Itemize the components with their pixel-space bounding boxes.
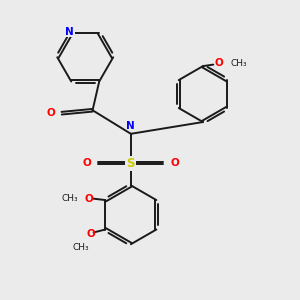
Text: CH₃: CH₃: [62, 194, 78, 203]
Text: O: O: [86, 229, 95, 239]
Text: S: S: [127, 157, 135, 170]
Text: O: O: [46, 108, 55, 118]
Text: O: O: [170, 158, 179, 168]
Text: O: O: [83, 158, 92, 168]
Text: CH₃: CH₃: [230, 58, 247, 68]
Text: CH₃: CH₃: [72, 243, 88, 252]
Text: O: O: [215, 58, 224, 68]
Text: N: N: [65, 27, 74, 37]
Text: N: N: [127, 122, 135, 131]
Text: O: O: [85, 194, 94, 204]
